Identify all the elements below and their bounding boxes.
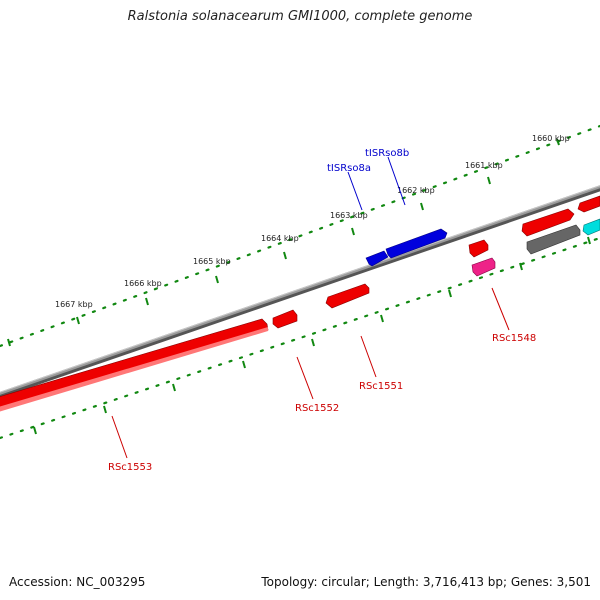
- genome-backbone: [0, 185, 600, 398]
- tick-label-1663: 1663 kbp: [330, 211, 368, 220]
- ruler-labels: 1660 kbp 1661 kbp 1662 kbp 1663 kbp 1664…: [55, 134, 570, 309]
- tick-label-1660: 1660 kbp: [532, 134, 570, 143]
- backbone-shadow: [0, 186, 600, 398]
- label-RSc1552: RSc1552: [295, 403, 339, 414]
- ruler-major-tick: [420, 202, 424, 211]
- gene-RSc1552[interactable]: [272, 309, 298, 329]
- tick-label-1667: 1667 kbp: [55, 300, 93, 309]
- forward-strand-features: [0, 218, 600, 412]
- backbone-highlight: [0, 185, 600, 393]
- gene-red-small[interactable]: [468, 239, 489, 258]
- reverse-strand-features: [365, 195, 600, 267]
- leader-tISRso8b: [387, 156, 406, 206]
- ruler-major-tick: [283, 251, 287, 260]
- trna-tISRso8b[interactable]: [385, 228, 448, 259]
- ruler-major-tick: [215, 275, 219, 284]
- tick-label-1661: 1661 kbp: [465, 161, 503, 170]
- gene-RSc1553-shade: [0, 327, 268, 412]
- ruler-major-tick: [587, 236, 591, 245]
- gene-labels: tISRso8b tISRso8a RSc1548 RSc1551 RSc155…: [108, 148, 536, 473]
- gene-RSc1551[interactable]: [325, 283, 370, 309]
- ruler-major-tick: [351, 227, 355, 236]
- gene-red-upper-2[interactable]: [577, 195, 600, 213]
- ruler-major-tick: [103, 405, 107, 414]
- label-RSc1551: RSc1551: [359, 381, 403, 392]
- label-tISRso8a: tISRso8a: [327, 163, 371, 174]
- label-RSc1548: RSc1548: [492, 333, 536, 344]
- feature-cyan[interactable]: [582, 218, 600, 236]
- trna-tISRso8a[interactable]: [365, 250, 389, 267]
- ruler-major-tick: [487, 176, 491, 185]
- leader-RSc1553: [111, 415, 128, 459]
- label-tISRso8b: tISRso8b: [365, 148, 409, 159]
- accession-text: Accession: NC_003295: [9, 575, 146, 589]
- map-title: Ralstonia solanacearum GMI1000, complete…: [127, 9, 473, 24]
- ruler-major-tick: [448, 289, 452, 298]
- tick-label-1665: 1665 kbp: [193, 257, 231, 266]
- leader-RSc1551: [360, 335, 377, 378]
- ruler-major-tick: [556, 138, 560, 146]
- gene-red-upper-1[interactable]: [521, 208, 575, 237]
- ruler-major-tick: [7, 338, 11, 347]
- tick-label-1664: 1664 kbp: [261, 234, 299, 243]
- leader-RSc1548: [491, 287, 510, 331]
- ruler-major-tick: [172, 383, 176, 392]
- backbone-line: [0, 185, 600, 395]
- genome-stats-text: Topology: circular; Length: 3,716,413 bp…: [261, 575, 591, 589]
- ruler-major-tick: [311, 338, 315, 347]
- leader-tISRso8a: [347, 171, 363, 211]
- feature-gray[interactable]: [526, 224, 581, 255]
- tick-label-1666: 1666 kbp: [124, 279, 162, 288]
- label-leaders: [111, 156, 510, 459]
- lower-ruler-dots: [0, 236, 600, 440]
- tick-label-1662: 1662 kbp: [397, 186, 435, 195]
- upper-ruler: [0, 124, 600, 348]
- gene-RSc1548[interactable]: [471, 257, 496, 277]
- lower-ruler: [0, 236, 600, 440]
- ruler-major-tick: [76, 316, 80, 325]
- ruler-major-tick: [380, 314, 384, 323]
- leader-RSc1552: [296, 356, 314, 400]
- upper-ruler-dots: [0, 124, 600, 348]
- ruler-major-tick: [145, 297, 149, 306]
- label-RSc1553: RSc1553: [108, 462, 152, 473]
- ruler-major-tick: [519, 262, 523, 271]
- ruler-major-tick: [242, 360, 246, 369]
- ruler-major-tick: [33, 426, 37, 435]
